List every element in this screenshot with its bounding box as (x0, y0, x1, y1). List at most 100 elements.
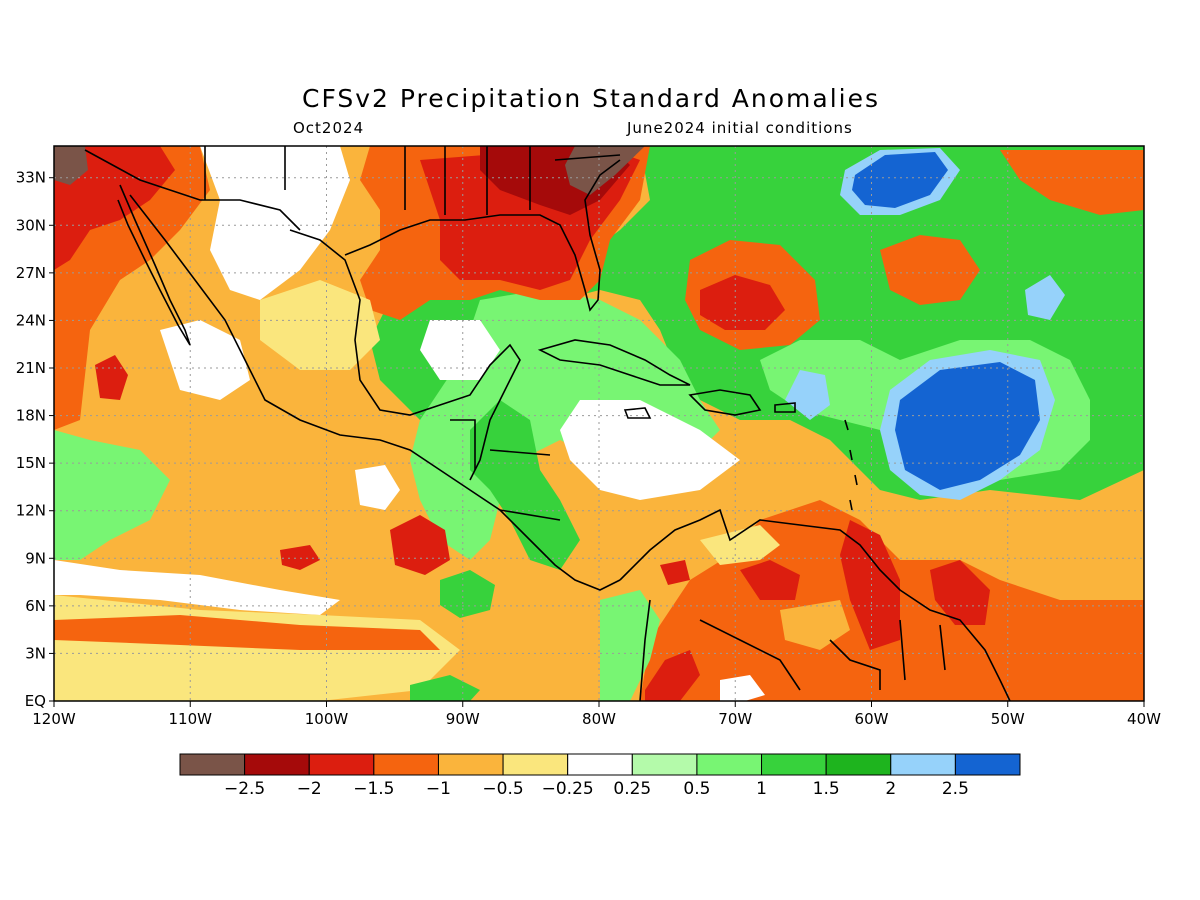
lat-tick-label: 30N (16, 216, 46, 234)
lon-tick-label: 60W (855, 710, 889, 728)
colorbar-label: −2.5 (224, 779, 265, 799)
s-america-red-east (840, 520, 900, 650)
antilles-light-blue (785, 370, 830, 420)
pacific-white-blob (355, 465, 400, 510)
mexico-white-west (160, 320, 250, 400)
central-america-borders (450, 419, 561, 521)
lat-tick-label: 27N (16, 264, 46, 282)
lat-tick-label: 9N (25, 549, 46, 567)
longitude-axis: 120W 110W 100W 90W 80W 70W 60W 50W 40W (32, 701, 1161, 728)
us-state-lines (204, 146, 621, 215)
pacific-orange-band (54, 615, 440, 650)
colorbar-label: −0.5 (482, 779, 523, 799)
colorbar-label: −1.5 (353, 779, 394, 799)
colorbar-swatch (244, 753, 310, 776)
lon-tick-label: 70W (718, 710, 752, 728)
pacific-white-band (54, 560, 340, 615)
atlantic-blue-small (1025, 275, 1065, 320)
lon-tick-label: 90W (446, 710, 480, 728)
baja-california-coast (117, 184, 191, 346)
colorbar-label: 1 (756, 779, 767, 799)
caribbean-white-patch (560, 400, 740, 500)
venezuela-orange-strip (780, 600, 850, 650)
texas-white (200, 146, 350, 300)
nw-mexico-brown (54, 146, 88, 185)
pacific-red-blob-west (280, 545, 320, 570)
gulf-of-mexico-coast (289, 229, 521, 481)
mexico-pacific-coast (129, 194, 621, 591)
colorbar-swatch (308, 753, 375, 776)
lat-tick-label: 3N (25, 644, 46, 662)
orinoco-white (720, 675, 765, 701)
lesser-antilles (844, 419, 858, 511)
lon-tick-label: 100W (305, 710, 349, 728)
coastlines (84, 146, 1011, 701)
central-america-green (470, 400, 580, 570)
lat-tick-label: 6N (25, 597, 46, 615)
colorbar-swatch (437, 753, 504, 776)
bahamas-red (700, 275, 785, 330)
puerto-rico (774, 402, 796, 413)
s-america-borders (639, 599, 946, 701)
colorbar-swatch (373, 753, 439, 776)
latitude-axis: EQ 3N 6N 9N 12N 15N 18N 21N 24N 27N 30N 33N (16, 169, 54, 710)
colorbar-swatch (761, 753, 827, 776)
map-title: CFSv2 Precipitation Standard Anomalies (301, 84, 880, 113)
colorbar-label: 0.25 (613, 779, 651, 799)
colorbar-swatch (890, 753, 956, 776)
colorbar-label: 1.5 (813, 779, 840, 799)
lon-tick-label: 80W (582, 710, 616, 728)
gulf-coast-yellow (260, 280, 380, 370)
pacific-red-blob (390, 515, 450, 575)
graticule (54, 146, 1144, 701)
atlantic-orange-small (1090, 510, 1125, 545)
colorbar-swatch (825, 753, 892, 776)
colorbar-swatch (502, 753, 569, 776)
pacific-green-west (54, 430, 170, 560)
atlantic-blue-north (852, 152, 948, 208)
colorbar-swatch (179, 753, 246, 776)
colorbar-label: 2.5 (942, 779, 969, 799)
us-mexico-border (84, 149, 301, 231)
lat-tick-label: 12N (16, 502, 46, 520)
initial-conditions-label: June2024 initial conditions (627, 119, 853, 137)
atlantic-blue-east (895, 362, 1040, 490)
lat-tick-label: 18N (16, 407, 46, 425)
nw-mexico-red (54, 146, 175, 270)
colorbar-swatch (631, 753, 698, 776)
lon-tick-label: 110W (169, 710, 213, 728)
colorbar-label: −1 (426, 779, 451, 799)
venezuela-yellow (700, 525, 780, 565)
lon-tick-label: 40W (1127, 710, 1161, 728)
lon-tick-label: 50W (991, 710, 1025, 728)
colombia-red (645, 650, 700, 701)
atlantic-orange-ne (1000, 150, 1144, 215)
colorbar-label: −2 (297, 779, 322, 799)
pacific-red-spot (95, 355, 128, 400)
panama-red (660, 560, 690, 585)
colorbar: −2.5 −2 −1.5 −1 −0.5 −0.25 0.25 0.5 1 1.5 2 2.5 (179, 753, 1021, 799)
lat-tick-label: 33N (16, 169, 46, 187)
gulf-white-patch (420, 320, 500, 380)
lat-tick-label: EQ (25, 692, 46, 710)
jamaica (623, 407, 652, 419)
colorbar-swatch (567, 753, 633, 776)
atlantic-orange-center (880, 235, 980, 305)
s-america-red-west (740, 560, 800, 600)
hispaniola (688, 389, 762, 416)
colorbar-label: 0.5 (683, 779, 710, 799)
valid-month-label: Oct2024 (293, 119, 365, 137)
lat-tick-label: 15N (16, 454, 46, 472)
us-gulf-coast (344, 159, 621, 312)
cuba (537, 339, 691, 386)
lat-tick-label: 24N (16, 311, 46, 329)
colorbar-swatch (954, 753, 1021, 776)
colorbar-label: −0.25 (542, 779, 594, 799)
colombia-green (600, 590, 660, 701)
lon-tick-label: 120W (32, 710, 76, 728)
colorbar-swatch (696, 753, 763, 776)
lat-tick-label: 21N (16, 359, 46, 377)
south-america-north-coast (619, 508, 1011, 701)
guiana-red (930, 560, 990, 625)
